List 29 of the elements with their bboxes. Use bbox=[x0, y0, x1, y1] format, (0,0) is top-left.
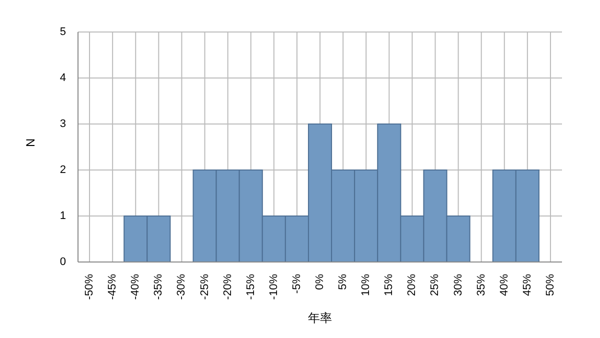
y-tick-label: 0 bbox=[60, 256, 66, 268]
y-tick-label: 3 bbox=[60, 118, 66, 130]
x-tick-label: -10% bbox=[268, 274, 280, 300]
x-tick-label: 5% bbox=[337, 274, 350, 290]
x-tick-label: -25% bbox=[198, 274, 211, 300]
x-tick-label: 45% bbox=[521, 274, 534, 296]
y-tick-label: 1 bbox=[60, 210, 66, 222]
x-tick-label: -20% bbox=[222, 274, 234, 300]
x-tick-label: 25% bbox=[429, 274, 442, 296]
x-tick-label: 10% bbox=[360, 274, 372, 296]
x-tick-label: -15% bbox=[244, 274, 257, 300]
x-tick-label: 40% bbox=[498, 274, 510, 296]
y-tick-label: 4 bbox=[60, 72, 66, 84]
y-tick-label: 5 bbox=[60, 26, 66, 38]
x-axis-title: 年率 bbox=[308, 311, 332, 325]
y-axis-title: N bbox=[23, 138, 38, 147]
x-tick-label: -5% bbox=[290, 274, 303, 294]
x-tick-label: 50% bbox=[544, 274, 556, 296]
x-tick-label: -30% bbox=[176, 274, 188, 300]
y-tick-label: 2 bbox=[60, 164, 66, 176]
x-tick-label: 20% bbox=[406, 274, 418, 296]
x-tick-label: 35% bbox=[475, 274, 488, 296]
x-tick-label: -50% bbox=[84, 274, 96, 300]
x-tick-label: -35% bbox=[152, 274, 165, 300]
x-tick-label: 30% bbox=[452, 274, 464, 296]
x-tick-label: -45% bbox=[106, 274, 119, 300]
x-tick-label: -40% bbox=[130, 274, 142, 300]
x-tick-label: 15% bbox=[383, 274, 396, 296]
x-tick-label: 0% bbox=[314, 274, 326, 290]
